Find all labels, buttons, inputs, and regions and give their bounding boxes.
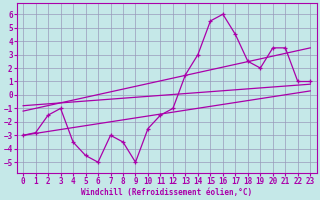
X-axis label: Windchill (Refroidissement éolien,°C): Windchill (Refroidissement éolien,°C) — [81, 188, 252, 197]
